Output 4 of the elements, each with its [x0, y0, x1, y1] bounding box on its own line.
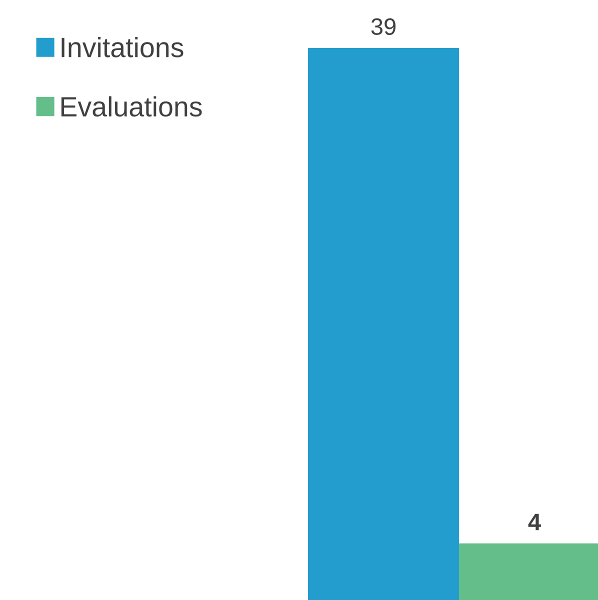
- legend-label: Evaluations: [61, 96, 202, 117]
- legend-label: Invitations: [62, 37, 184, 58]
- data-label: 39: [371, 18, 396, 35]
- data-label: 4: [528, 514, 541, 530]
